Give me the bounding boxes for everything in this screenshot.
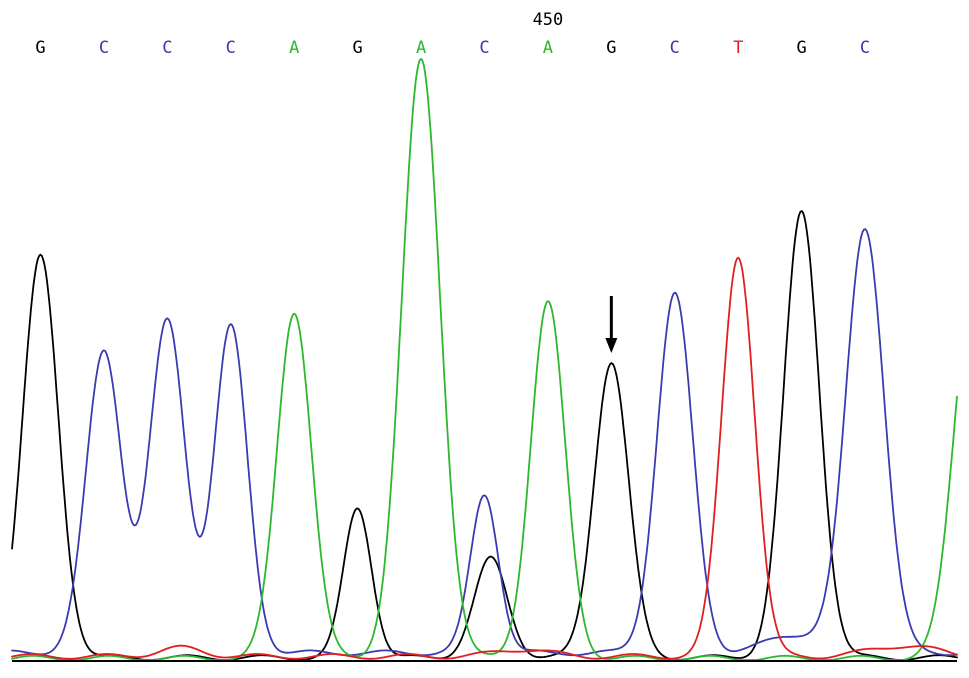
base-call-7-C: C (479, 38, 489, 58)
base-call-4-A: A (289, 38, 299, 58)
base-call-1-C: C (99, 38, 109, 58)
base-call-8-A: A (543, 38, 553, 58)
arrow-head (605, 338, 618, 353)
base-call-2-C: C (162, 38, 172, 58)
base-call-0-G: G (35, 38, 45, 58)
base-call-5-G: G (353, 38, 363, 58)
traces (11, 58, 958, 661)
base-call-13-C: C (860, 38, 870, 58)
trace-T (11, 256, 958, 660)
variant-arrow-marker (605, 296, 618, 353)
base-call-10-C: C (670, 38, 680, 58)
trace-A (11, 58, 958, 661)
base-call-9-G: G (606, 38, 616, 58)
base-call-11-T: T (733, 38, 743, 58)
base-call-6-A: A (416, 38, 426, 58)
trace-G (11, 210, 958, 661)
trace-C (11, 228, 958, 657)
base-call-3-C: C (226, 38, 236, 58)
position-label-450: 450 (533, 10, 564, 30)
base-call-12-G: G (796, 38, 806, 58)
